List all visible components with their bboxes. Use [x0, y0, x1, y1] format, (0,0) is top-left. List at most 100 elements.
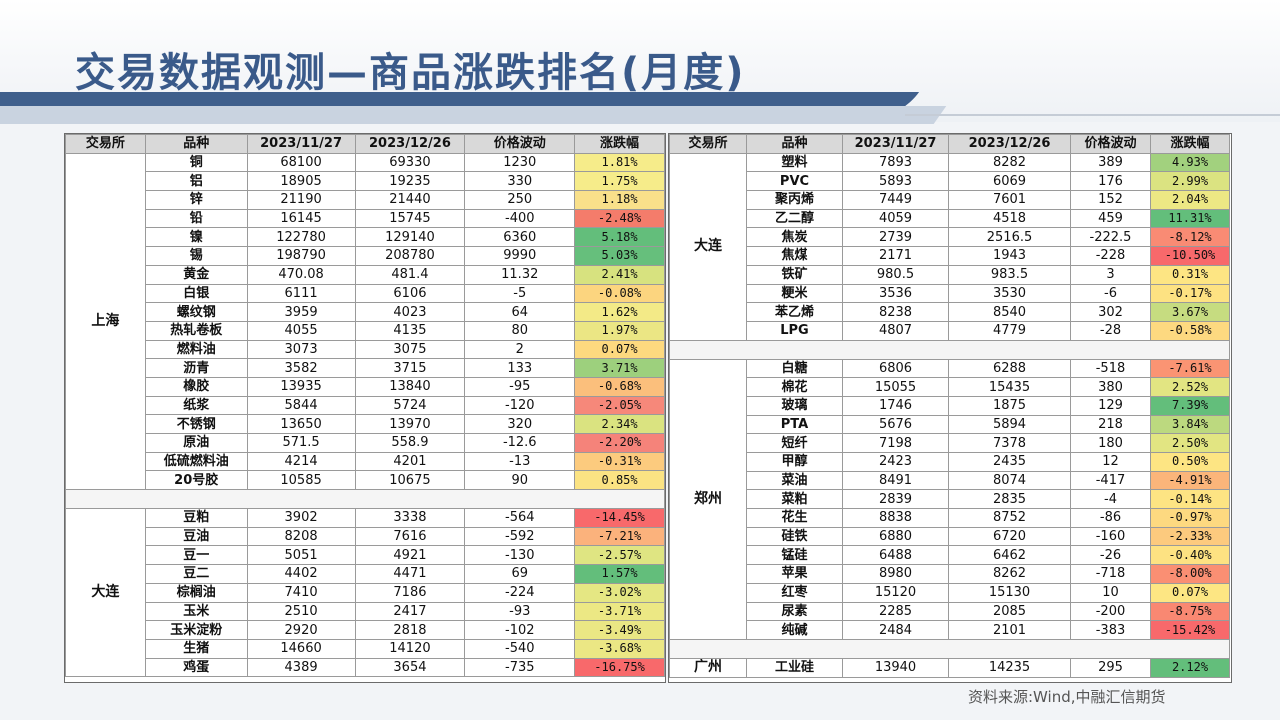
product-cell: 镍 [144, 227, 248, 248]
left-ranking-table: 交易所 品种 2023/11/27 2023/12/26 价格波动 涨跌幅 上海… [65, 134, 665, 678]
price-change-cell: 69 [464, 564, 576, 584]
price-change-cell: -228 [1070, 246, 1151, 266]
header-pct-change: 涨跌幅 [1150, 134, 1230, 154]
price-end-cell: 6288 [948, 358, 1071, 379]
price-end-cell: 8262 [948, 564, 1071, 584]
table-row: 纸浆 5844 5724 -120 -2.05% [66, 395, 665, 416]
pct-change-cell: -0.58% [1150, 320, 1230, 341]
product-cell: 玻璃 [746, 395, 843, 416]
price-start-cell: 13650 [246, 414, 356, 434]
price-end-cell: 2101 [948, 620, 1071, 640]
table-row: 铅 16145 15745 -400 -2.48% [66, 208, 665, 229]
price-change-cell: 9990 [464, 246, 576, 266]
table-row: 尿素 2285 2085 -200 -8.75% [670, 601, 1230, 622]
price-change-cell: -6 [1070, 283, 1151, 304]
pct-change-cell: -16.75% [574, 657, 665, 678]
price-change-cell: -26 [1070, 545, 1151, 566]
exchange-cell: 大连 [65, 508, 146, 678]
table-row: 广州 工业硅 13940 14235 295 2.12% [669, 657, 1230, 678]
product-cell: 乙二醇 [746, 208, 843, 229]
table-row: 短纤 7198 7378 180 2.50% [670, 433, 1230, 453]
table-row: PVC 5893 6069 176 2.99% [670, 171, 1230, 192]
pct-change-cell: -0.31% [574, 451, 665, 472]
price-start-cell: 3902 [246, 508, 356, 528]
price-end-cell: 4135 [354, 320, 466, 341]
price-end-cell: 4201 [354, 451, 466, 472]
price-change-cell: -383 [1070, 620, 1151, 640]
product-cell: 铁矿 [746, 264, 843, 285]
price-start-cell: 7449 [842, 190, 949, 210]
price-start-cell: 3959 [246, 302, 356, 322]
price-end-cell: 4779 [948, 320, 1071, 341]
header-product: 品种 [746, 134, 843, 154]
pct-change-cell: -3.02% [574, 582, 665, 603]
price-end-cell: 3715 [354, 358, 466, 378]
header-exchange: 交易所 [65, 134, 146, 154]
price-start-cell: 3073 [246, 339, 356, 360]
price-end-cell: 481.4 [354, 264, 466, 285]
table-row: 不锈钢 13650 13970 320 2.34% [66, 414, 665, 434]
header-date-1: 2023/11/27 [246, 134, 356, 154]
price-end-cell: 10675 [354, 470, 466, 491]
table-row: 黄金 470.08 481.4 11.32 2.41% [66, 264, 665, 285]
pct-change-cell: -7.21% [574, 526, 665, 547]
table-row: 锡 198790 208780 9990 5.03% [66, 246, 665, 266]
product-cell: 白糖 [746, 358, 843, 379]
product-cell: 豆油 [144, 526, 248, 547]
price-start-cell: 7198 [842, 433, 949, 453]
header-product: 品种 [144, 134, 248, 154]
pct-change-cell: -3.49% [574, 620, 665, 640]
price-change-cell: -28 [1070, 320, 1151, 341]
price-end-cell: 558.9 [354, 433, 466, 453]
header-price-change: 价格波动 [464, 134, 576, 154]
pct-change-cell: 1.18% [574, 190, 665, 210]
product-cell: 短纤 [746, 433, 843, 453]
price-change-cell: 459 [1070, 208, 1151, 229]
price-end-cell: 14235 [948, 657, 1071, 678]
price-change-cell: 295 [1070, 657, 1151, 678]
product-cell: 聚丙烯 [746, 190, 843, 210]
pct-change-cell: 2.34% [574, 414, 665, 434]
product-cell: 铜 [144, 152, 248, 173]
price-start-cell: 13935 [246, 376, 356, 397]
price-end-cell: 13970 [354, 414, 466, 434]
price-end-cell: 13840 [354, 376, 466, 397]
table-row: 铝 18905 19235 330 1.75% [66, 171, 665, 192]
price-start-cell: 68100 [246, 152, 356, 173]
price-change-cell: 1230 [464, 152, 576, 173]
price-start-cell: 5676 [842, 414, 949, 435]
price-start-cell: 2285 [842, 601, 949, 622]
price-start-cell: 7410 [246, 582, 356, 603]
price-change-cell: 10 [1070, 582, 1151, 603]
product-cell: LPG [746, 320, 843, 341]
price-start-cell: 3582 [246, 358, 356, 378]
price-start-cell: 1746 [842, 395, 949, 416]
pct-change-cell: -0.08% [574, 283, 665, 304]
price-end-cell: 8540 [948, 302, 1071, 322]
price-end-cell: 19235 [354, 171, 466, 192]
pct-change-cell: -0.97% [1150, 508, 1230, 528]
table-row: 聚丙烯 7449 7601 152 2.04% [670, 190, 1230, 210]
price-end-cell: 7186 [354, 582, 466, 603]
product-cell: 纸浆 [144, 395, 248, 416]
product-cell: 粳米 [746, 283, 843, 304]
pct-change-cell: -2.48% [574, 208, 665, 229]
pct-change-cell: 2.99% [1150, 171, 1230, 192]
price-change-cell: -564 [464, 508, 576, 528]
pct-change-cell: -0.40% [1150, 545, 1230, 566]
product-cell: 棉花 [746, 377, 843, 397]
pct-change-cell: 1.62% [574, 302, 665, 322]
price-start-cell: 571.5 [246, 433, 356, 453]
price-start-cell: 470.08 [246, 264, 356, 285]
pct-change-cell: 11.31% [1150, 208, 1230, 229]
table-row: 纯碱 2484 2101 -383 -15.42% [670, 620, 1230, 640]
pct-change-cell: 3.84% [1150, 414, 1230, 435]
table-row: 鸡蛋 4389 3654 -735 -16.75% [66, 657, 665, 678]
price-end-cell: 15745 [354, 208, 466, 229]
table-row: 大连 塑料 7893 8282 389 4.93% [669, 152, 1230, 341]
price-end-cell: 1943 [948, 246, 1071, 266]
product-cell: 铅 [144, 208, 248, 229]
table-row: 棉花 15055 15435 380 2.52% [670, 377, 1230, 397]
price-start-cell: 5893 [842, 171, 949, 192]
price-change-cell: 90 [464, 470, 576, 491]
